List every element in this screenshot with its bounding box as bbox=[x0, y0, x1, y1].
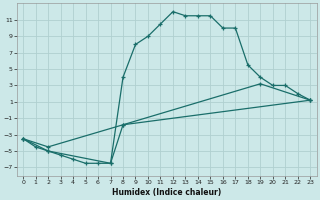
X-axis label: Humidex (Indice chaleur): Humidex (Indice chaleur) bbox=[112, 188, 221, 197]
